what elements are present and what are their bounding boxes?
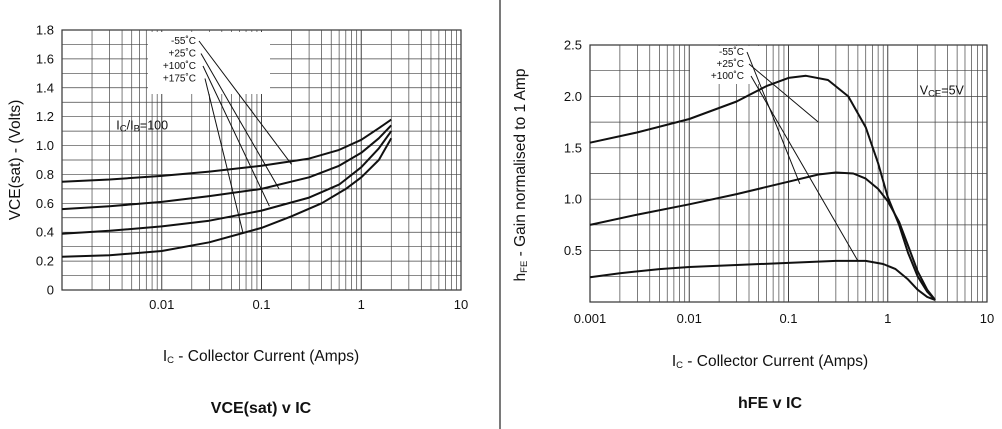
temperature-legend: -55˚C+25˚C+100˚C+175˚C <box>148 32 292 233</box>
series-line-1 <box>61 118 392 183</box>
x-axis-label: IC - Collector Current (Amps) <box>672 353 868 371</box>
annotation-symbol: I <box>116 119 119 133</box>
annotation-divider: /I <box>127 119 134 133</box>
annotation-subscript: B <box>134 124 140 135</box>
legend-entry: -55˚C <box>171 35 196 47</box>
y-tick-label: 0.6 <box>36 196 54 211</box>
annotation-subscript: C <box>120 124 127 135</box>
y-axis-label-text: - Gain normalised to 1 Amp <box>512 69 529 261</box>
y-tick-label: 1.8 <box>36 23 54 38</box>
series-line-3 <box>589 259 936 301</box>
legend-leader-line <box>748 63 819 123</box>
legend-leader-line <box>750 75 859 262</box>
y-axis-label-subscript: FE <box>519 261 530 273</box>
x-axis-label-text: - Collector Current (Amps) <box>683 353 868 370</box>
y-tick-label: 1.2 <box>36 109 54 124</box>
legend-leader-line <box>198 40 292 165</box>
legend-entry: +175˚C <box>163 73 196 85</box>
legend-entry: -55˚C <box>719 46 744 58</box>
annotation-symbol: V <box>920 83 929 97</box>
condition-annotation: VCE=5V <box>920 83 965 99</box>
x-tick-label: 0.1 <box>252 297 270 312</box>
legend-leader-line <box>204 78 244 233</box>
legend-leader-line <box>200 53 280 190</box>
legend-background <box>148 32 270 94</box>
series-line-4 <box>61 137 393 258</box>
annotation-subscript: CE <box>928 88 941 99</box>
grid <box>590 45 987 302</box>
series-line-3 <box>61 130 393 235</box>
y-tick-label: 2.5 <box>564 38 582 53</box>
temperature-legend: -55˚C+25˚C+100˚C <box>690 46 859 262</box>
chart-title: VCE(sat) v IC <box>211 400 312 417</box>
y-tick-label: 2.0 <box>564 89 582 104</box>
series-line-2 <box>589 171 936 301</box>
y-tick-label: 1.4 <box>36 80 54 95</box>
x-tick-label: 0.01 <box>677 311 702 326</box>
x-axis-label-subscript: C <box>676 360 683 371</box>
series-line-1 <box>589 74 936 301</box>
y-tick-label: 1.0 <box>564 192 582 207</box>
y-tick-label: 1.5 <box>564 140 582 155</box>
y-tick-label: 0.5 <box>564 243 582 258</box>
x-axis-label-text: - Collector Current (Amps) <box>174 348 359 365</box>
hfe-chart: 0.5 1.0 1.5 2.0 2.5 0.001 0.01 0.1 1 10 -55˚C+25˚C… <box>512 38 994 413</box>
vcesat-chart: 0 0.2 0.4 0.6 0.8 1.0 1.2 1.4 1.6 1.8 0.01 0.1 1 10 -5… <box>7 23 468 418</box>
chart-title: hFE v IC <box>738 395 802 412</box>
y-axis-label: hFE - Gain normalised to 1 Amp <box>512 69 530 282</box>
legend-leader-line <box>202 65 270 207</box>
x-axis-label-symbol: I <box>163 348 167 365</box>
x-axis-label-symbol: I <box>672 353 676 370</box>
x-axis-label-subscript: C <box>167 355 174 366</box>
y-tick-label: 0.8 <box>36 167 54 182</box>
y-axis-label: VCE(sat) - (Volts) <box>7 100 24 221</box>
annotation-value: =100 <box>140 119 168 133</box>
y-tick-label: 1.6 <box>36 51 54 66</box>
x-tick-label: 0.001 <box>574 311 607 326</box>
legend-leader-line <box>746 51 801 184</box>
y-tick-label: 0.4 <box>36 225 54 240</box>
x-tick-label: 10 <box>454 297 468 312</box>
x-axis-label: IC - Collector Current (Amps) <box>163 348 359 366</box>
legend-entry: +25˚C <box>716 58 744 70</box>
series-line-2 <box>61 124 393 211</box>
x-tick-label: 1 <box>358 297 365 312</box>
y-axis-label-symbol: h <box>512 273 529 282</box>
y-tick-label: 0.2 <box>36 254 54 269</box>
legend-entry: +25˚C <box>168 48 196 60</box>
x-tick-label: 0.01 <box>149 297 174 312</box>
legend-entry: +100˚C <box>163 60 196 72</box>
y-tick-label: 0 <box>47 283 54 298</box>
y-tick-label: 1.0 <box>36 138 54 153</box>
annotation-value: =5V <box>941 83 964 97</box>
x-tick-label: 10 <box>980 311 994 326</box>
legend-background <box>690 46 760 84</box>
x-tick-label: 0.1 <box>779 311 797 326</box>
legend-entry: +100˚C <box>711 70 744 82</box>
x-tick-label: 1 <box>884 311 891 326</box>
condition-annotation: IC/IB=100 <box>116 119 168 135</box>
